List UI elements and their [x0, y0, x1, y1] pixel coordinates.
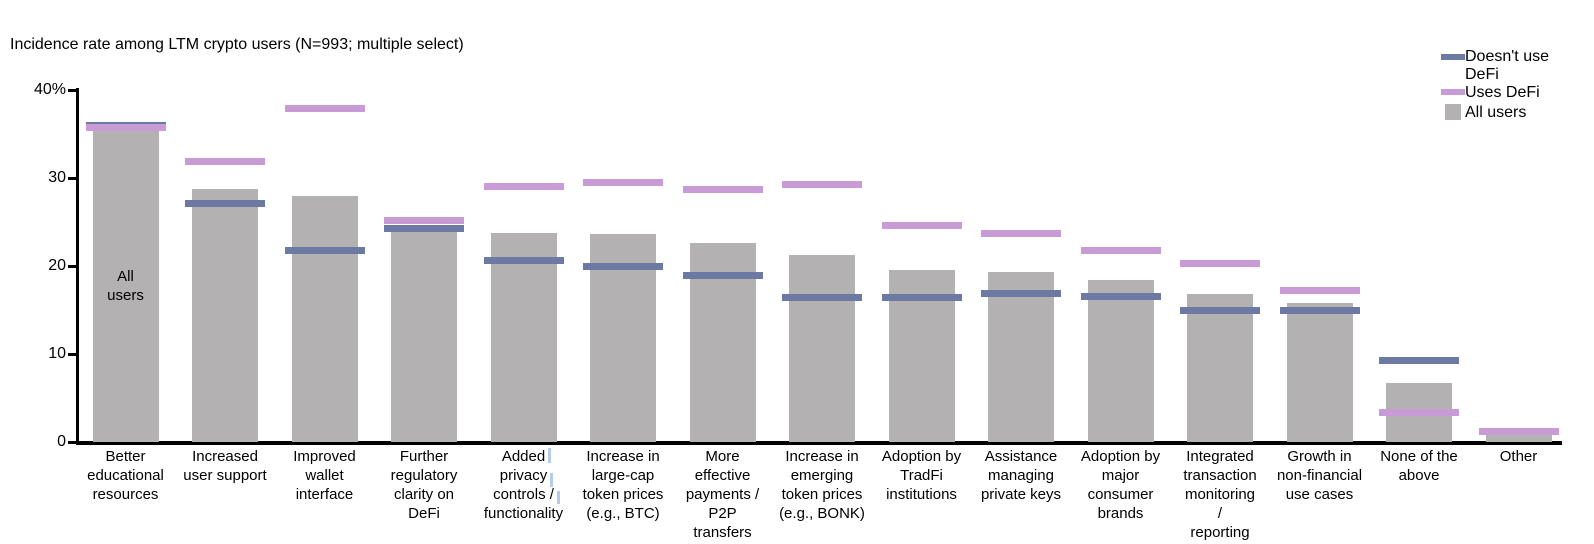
dash-doesnt-use-defi — [483, 257, 564, 265]
bar-all-users — [1187, 294, 1253, 442]
bar-all-users — [988, 272, 1054, 442]
bar-all-users — [92, 130, 159, 442]
legend-swatch-all-users-square-icon — [1445, 104, 1461, 120]
dash-doesnt-use-defi — [881, 294, 962, 302]
y-tick-mark — [68, 264, 77, 268]
y-tick-label: 30 — [48, 169, 66, 186]
bar-all-users — [789, 254, 855, 442]
dash-uses-defi — [85, 124, 166, 132]
dash-doesnt-use-defi — [1180, 307, 1260, 315]
caret-artifact — [557, 491, 560, 504]
category-label: Improved wallet interface — [293, 448, 356, 503]
category-label: Growth in non-financial use cases — [1276, 448, 1363, 503]
dash-uses-defi — [483, 183, 564, 191]
dash-uses-defi — [185, 157, 265, 165]
dash-uses-defi — [1180, 259, 1260, 267]
caret-artifact — [548, 448, 551, 463]
bar-all-users — [391, 230, 457, 442]
dash-uses-defi — [583, 178, 663, 186]
category-label: Added privacy controls / functionality — [483, 448, 564, 522]
category-label: Adoption by TradFi institutions — [881, 448, 962, 503]
dash-doesnt-use-defi — [185, 200, 265, 208]
category-label: Increase in emerging token prices (e.g., BO… — [779, 448, 865, 522]
dash-uses-defi — [284, 104, 365, 112]
dash-doesnt-use-defi — [583, 263, 663, 271]
bar-all-users — [291, 196, 358, 442]
category-label: More effective payments / P2P transfers — [685, 448, 760, 541]
category-label: Better educational resources — [87, 448, 164, 503]
category-label: Assistance managing private keys — [980, 448, 1062, 503]
dash-doesnt-use-defi — [384, 224, 464, 232]
dash-uses-defi — [682, 185, 763, 193]
legend-swatch-uses-defi-dash-icon — [1441, 89, 1465, 95]
bar-all-users — [1087, 280, 1154, 442]
dash-uses-defi — [1279, 287, 1360, 295]
dash-uses-defi — [384, 216, 464, 224]
y-axis-line — [76, 88, 79, 445]
category-label: None of the above — [1380, 448, 1458, 484]
y-tick-label: 10 — [48, 345, 66, 362]
category-label: Integrated transaction monitoring / reportin… — [1183, 448, 1257, 541]
dash-doesnt-use-defi — [782, 294, 862, 302]
dash-uses-defi — [1478, 427, 1559, 435]
dash-uses-defi — [782, 180, 862, 188]
bar-inside-label: All users — [107, 268, 144, 305]
category-label: Adoption by major consumer brands — [1080, 448, 1161, 522]
category-label: Increased user support — [183, 448, 267, 484]
legend-label-doesnt-use-defi: Doesn't use DeFi — [1465, 48, 1549, 83]
dash-uses-defi — [981, 229, 1061, 237]
dash-doesnt-use-defi — [1279, 306, 1360, 314]
dash-uses-defi — [1379, 408, 1459, 416]
legend-label-uses-defi: Uses DeFi — [1465, 84, 1540, 101]
category-label: Further regulatory clarity on DeFi — [390, 448, 458, 522]
chart-title: Incidence rate among LTM crypto users (N… — [10, 36, 464, 53]
bar-all-users — [1286, 302, 1353, 442]
bar-all-users — [1485, 434, 1552, 442]
bar-all-users — [192, 188, 258, 442]
legend-label-all-users: All users — [1465, 104, 1527, 121]
y-tick-label: 20 — [48, 257, 66, 274]
y-tick-label: 0 — [57, 433, 66, 450]
category-label: Increase in large-cap token prices (e.g., B… — [582, 448, 664, 522]
y-tick-mark — [68, 440, 77, 444]
bar-all-users — [490, 233, 557, 442]
caret-artifact — [550, 473, 553, 487]
legend-swatch-doesnt-use-defi-dash-icon — [1441, 54, 1465, 60]
category-label: Other — [1499, 448, 1538, 465]
dash-doesnt-use-defi — [682, 272, 763, 280]
dash-uses-defi — [1080, 246, 1161, 254]
y-tick-mark — [68, 176, 77, 180]
y-tick-mark — [68, 352, 77, 356]
dash-doesnt-use-defi — [981, 289, 1061, 297]
dash-uses-defi — [881, 222, 962, 230]
y-tick-label: 40% — [33, 81, 66, 98]
x-axis-line — [76, 441, 1562, 445]
y-tick-mark — [68, 88, 77, 92]
dash-doesnt-use-defi — [1080, 293, 1161, 301]
dash-doesnt-use-defi — [1379, 356, 1459, 364]
dash-doesnt-use-defi — [284, 246, 365, 254]
